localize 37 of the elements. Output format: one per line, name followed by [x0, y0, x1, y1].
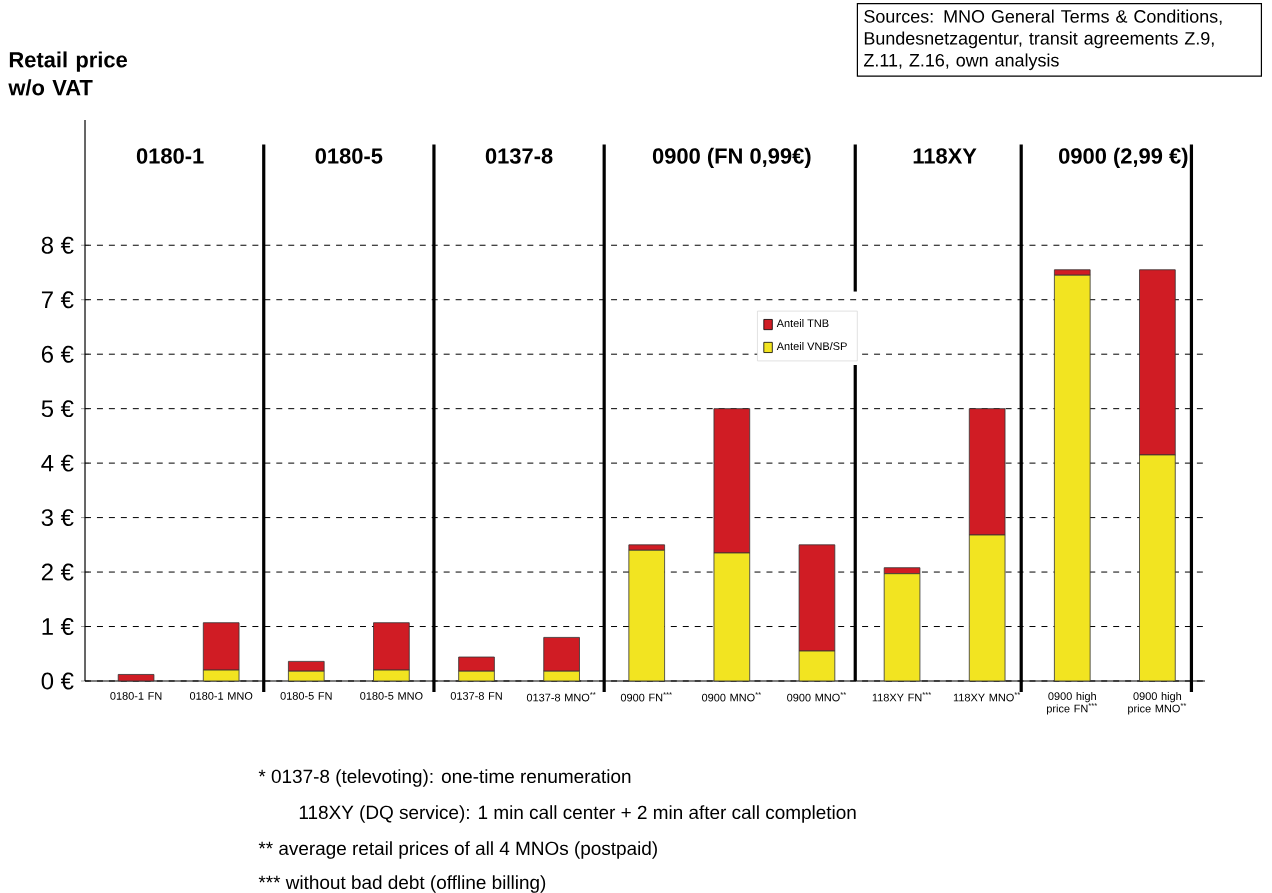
text: * 0137-8 (televoting): one-time renumeration [258, 769, 631, 787]
x-tick-label: 118XY MNO$^{**}$ [953, 692, 1021, 702]
y-tick-label: 2 € [41, 563, 74, 581]
bar [117, 674, 155, 682]
x-tick-label: 0180-1 FN [110, 692, 162, 700]
text: *** without bad debt (offline billing) [258, 875, 546, 893]
y-tick-label: 8 € [41, 236, 74, 254]
legend-label: Anteil TNB [776, 319, 829, 328]
x-tick-label: 0900 MNO$^{**}$ [701, 692, 762, 702]
x-tick-label: 0180-5 MNO [360, 692, 423, 700]
annotation: 0180-1 [136, 148, 204, 164]
y-axis-title: Retail price w/o VAT [8, 51, 128, 96]
x-tick-label: 0900 high price FN$^{***}$ [1047, 692, 1098, 715]
x-tick-label: 0180-5 FN [280, 692, 332, 700]
text: 118XY (DQ service): 1 min call center + 2 min after call completion [299, 805, 856, 823]
x-tick-label: 118XY FN$^{***}$ [872, 692, 932, 702]
y-tick-label: 4 € [41, 454, 74, 472]
source-note: Sources: MNO General Terms & Conditions, Bundesnetzagentur, transit agreements Z.9, Z.11, Z.16, own analysis [863, 9, 1222, 71]
x-tick-label: 0900 FN$^{***}$ [620, 692, 672, 702]
annotation: 0900 (FN 0,99€) [652, 147, 811, 169]
annotation: 0180-5 [315, 148, 383, 164]
y-tick-label: 1 € [42, 618, 74, 635]
y-tick-label: 3 € [41, 509, 74, 527]
annotation: 118XY [913, 148, 977, 164]
y-tick-label: 5 € [41, 400, 74, 418]
x-tick-label: 0137-8 FN [450, 692, 502, 700]
y-tick-label: 6 € [41, 345, 74, 363]
x-tick-label: 0900 high price MNO$^{**}$ [1128, 692, 1187, 715]
annotation: 0137-8 [485, 148, 553, 164]
annotation: 0900 (2,99 €) [1059, 147, 1188, 169]
y-tick-label: 7 € [41, 291, 74, 309]
x-tick-label: 0180-1 MNO [189, 692, 253, 700]
x-tick-label: 0137-8 MNO$^{**}$ [526, 692, 596, 702]
y-tick-label: 0 € [41, 672, 74, 690]
text: ** average retail prices of all 4 MNOs (postpaid) [258, 841, 657, 859]
legend-label: Anteil VNB/SP [776, 341, 847, 351]
x-tick-label: 0900 MNO$^{**}$ [787, 692, 847, 702]
